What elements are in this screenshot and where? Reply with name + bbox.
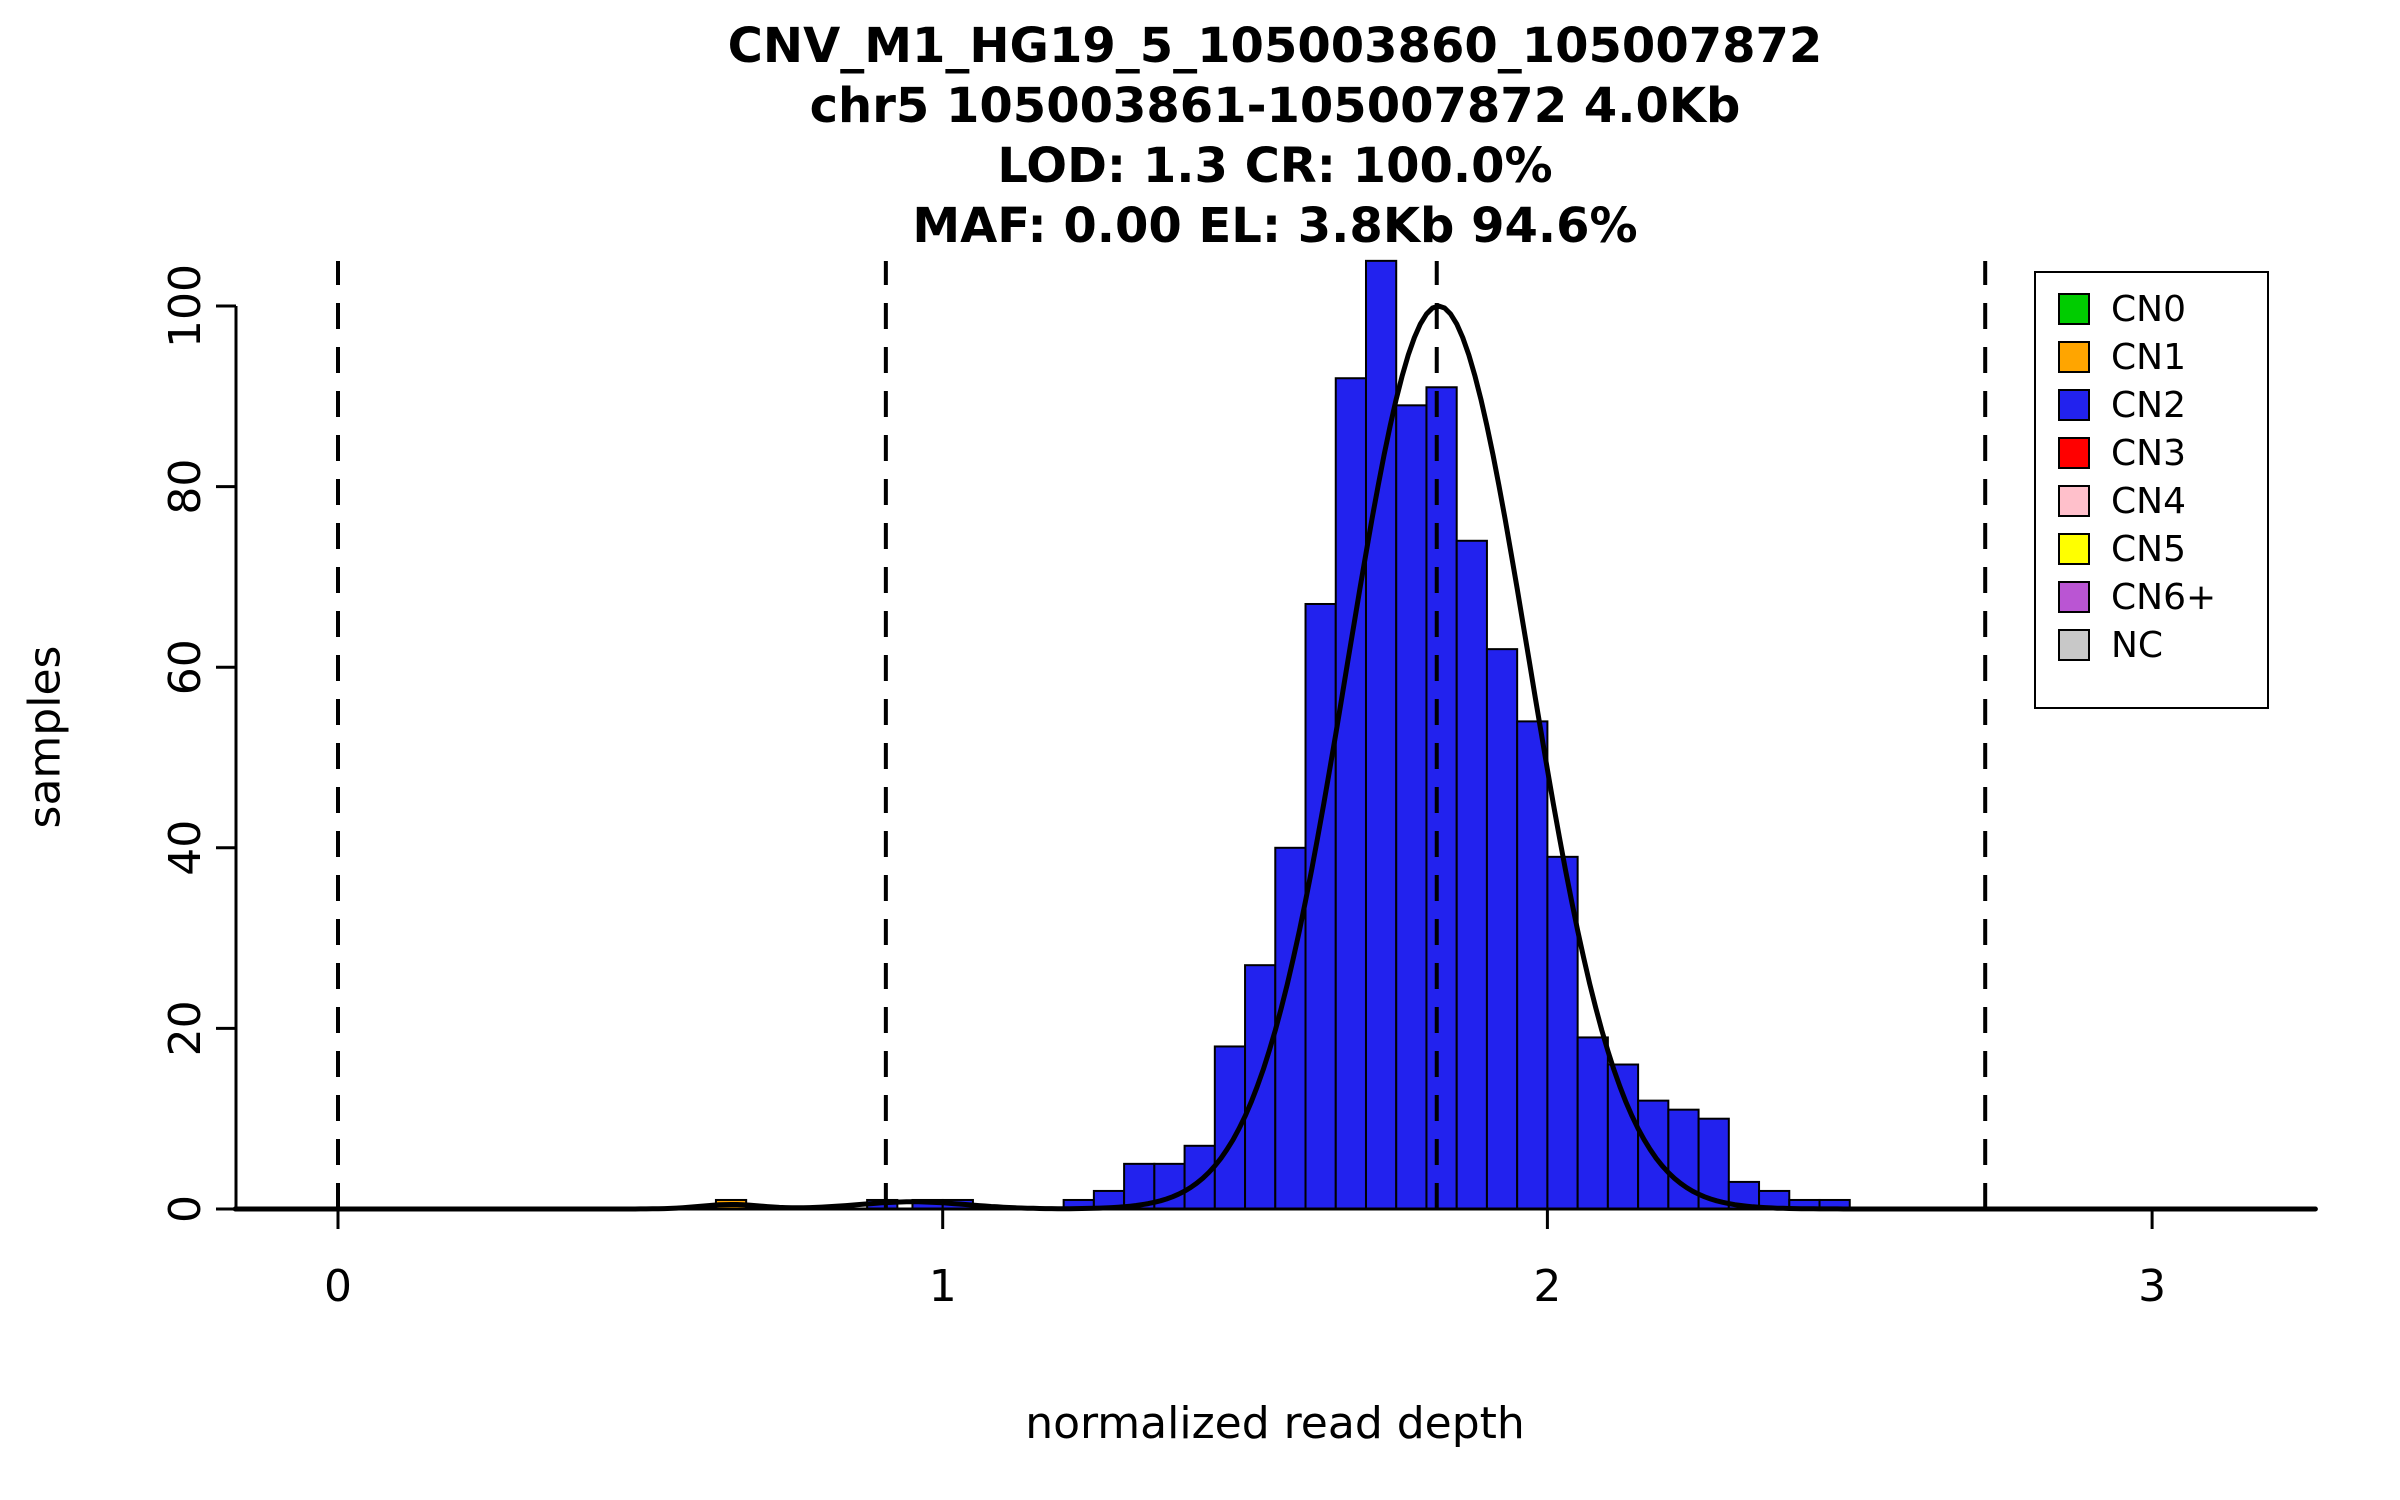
title-line-cnv-id: CNV_M1_HG19_5_105003860_105007872	[727, 18, 1823, 74]
histogram-bar-cn2	[1334, 377, 1367, 1210]
y-tick-label: 0	[160, 1195, 211, 1223]
y-tick-label: 40	[160, 820, 211, 876]
legend-label-cn0: CN0	[2111, 289, 2186, 330]
legend-label-cn4: CN4	[2111, 481, 2186, 522]
legend-label-cn5: CN5	[2111, 529, 2186, 570]
legend-swatch-cn2	[2058, 389, 2090, 421]
legend-swatch-cn6+	[2058, 581, 2090, 613]
histogram-bar-cn2	[1697, 1117, 1730, 1210]
histogram-bar-cn2	[1364, 259, 1398, 1211]
x-tick-label: 3	[2138, 1261, 2166, 1312]
histogram-bar-cn2	[1455, 539, 1488, 1210]
x-tick-label: 2	[1533, 1261, 1561, 1312]
histogram-bar-cn2	[1244, 964, 1277, 1210]
legend-swatch-cn5	[2058, 533, 2090, 565]
legend-label-cn1: CN1	[2111, 337, 2186, 378]
legend-swatch-nc	[2058, 629, 2090, 661]
histogram-bar-cn2	[1395, 404, 1428, 1210]
legend-swatch-cn4	[2058, 485, 2090, 517]
chart-title-block: CNV_M1_HG19_5_105003860_105007872 chr5 1…	[236, 16, 2314, 256]
x-tick-label: 1	[929, 1261, 957, 1312]
histogram-bar-cn2	[1304, 602, 1337, 1210]
histogram-bar-cn2	[1546, 855, 1579, 1211]
legend-swatch-cn3	[2058, 437, 2090, 469]
histogram-bar-cn2	[1516, 720, 1549, 1210]
legend: CN0 CN1 CN2 CN3 CN4 CN5 CN6+ NC	[2034, 271, 2269, 709]
y-tick-label: 60	[160, 639, 211, 695]
title-line-maf-el: MAF: 0.00 EL: 3.8Kb 94.6%	[912, 198, 1638, 254]
gaussian-fit-curve	[232, 303, 2318, 1212]
y-tick-label: 20	[160, 1000, 211, 1056]
x-tick-label: 0	[324, 1261, 352, 1312]
legend-swatch-cn0	[2058, 293, 2090, 325]
legend-label-nc: NC	[2111, 625, 2163, 666]
histogram-bar-cn2	[1183, 1144, 1216, 1211]
histogram-bar-cn2	[1274, 846, 1307, 1210]
histogram-bar-cn2	[1425, 386, 1458, 1210]
y-tick-label: 80	[160, 459, 211, 515]
title-line-locus: chr5 105003861-105007872 4.0Kb	[809, 78, 1741, 134]
legend-label-cn6+: CN6+	[2111, 577, 2216, 618]
histogram-bar-cn2	[1576, 1036, 1609, 1211]
histogram-bar-cn2	[1606, 1063, 1640, 1211]
title-line-lod-cr: LOD: 1.3 CR: 100.0%	[997, 138, 1553, 194]
histogram-bar-cn2	[1485, 648, 1519, 1210]
legend-label-cn2: CN2	[2111, 385, 2186, 426]
x-axis-label: normalized read depth	[1025, 1398, 1525, 1449]
legend-swatch-cn1	[2058, 341, 2090, 373]
legend-label-cn3: CN3	[2111, 433, 2186, 474]
y-tick-label: 100	[160, 264, 211, 348]
